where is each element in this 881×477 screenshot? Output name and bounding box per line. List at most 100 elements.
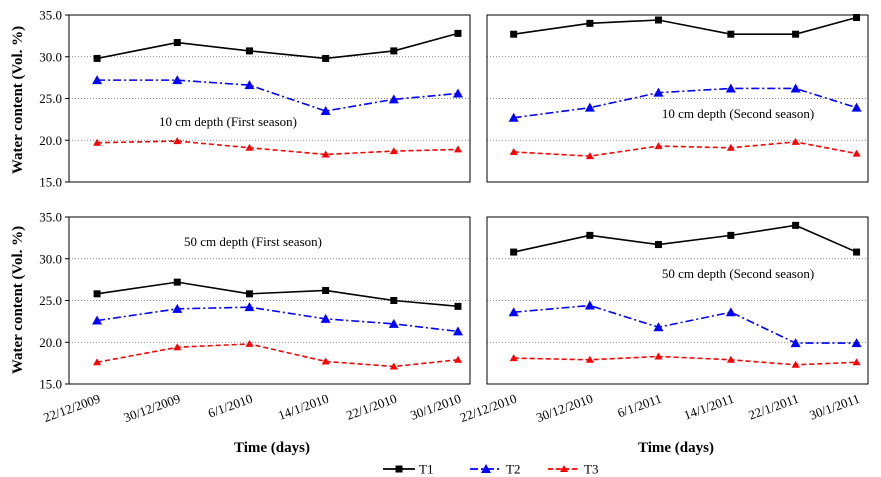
- data-point: [853, 14, 861, 22]
- data-point: [452, 88, 463, 98]
- data-point: [851, 102, 862, 112]
- data-point: [584, 300, 595, 310]
- panel-4: 22/12/2010 30/12/2010 6/1/2011 14/1/2011 22/…: [458, 216, 869, 425]
- data-point: [654, 352, 663, 360]
- data-point: [791, 360, 800, 368]
- series-line: [97, 140, 458, 156]
- data-point: [510, 30, 518, 38]
- plot-area-frame: [486, 14, 869, 183]
- data-point: [245, 339, 254, 347]
- data-point: [245, 143, 254, 151]
- x-tick-label: 6/1/2010: [206, 391, 255, 421]
- data-point: [509, 354, 518, 362]
- y-axis-title-bottom: Water content (Vol. %): [10, 226, 26, 374]
- data-point: [792, 30, 800, 38]
- data-point: [388, 94, 399, 104]
- legend-marker: [560, 465, 568, 472]
- series-t1: [510, 14, 861, 38]
- data-point: [653, 87, 664, 97]
- chart-legend: T1 T2 T3: [383, 462, 598, 477]
- data-point: [320, 313, 331, 323]
- data-point: [172, 75, 183, 85]
- legend-marker: [395, 465, 403, 473]
- x-tick-label: 30/12/2010: [534, 391, 595, 425]
- data-point: [726, 355, 735, 363]
- data-point: [320, 106, 331, 116]
- legend-marker: [481, 464, 491, 473]
- plot-area-frame: [486, 216, 869, 385]
- x-tick-label: 22/12/2010: [458, 391, 519, 425]
- series-t2: [92, 302, 463, 336]
- panel-2: 10 cm depth (Second season): [486, 14, 869, 183]
- panel-3: 15.0 20.0 25.0 30.0 35.0 22/12/2009 30/12/2009…: [39, 210, 471, 425]
- series-t3: [93, 137, 462, 158]
- y-tick-label: 35.0: [39, 8, 62, 23]
- series-line: [513, 87, 857, 119]
- legend-item-t3: T3: [548, 462, 598, 477]
- data-point: [453, 355, 462, 363]
- data-point: [321, 150, 330, 158]
- data-point: [792, 221, 800, 229]
- x-tick-label: 6/1/2011: [615, 391, 663, 421]
- series-t1: [93, 29, 462, 62]
- data-point: [453, 145, 462, 153]
- data-point: [586, 231, 594, 239]
- x-tick-label: 22/1/2011: [746, 391, 800, 423]
- data-point: [584, 102, 595, 112]
- series-line: [513, 141, 857, 157]
- data-point: [586, 19, 594, 27]
- data-point: [852, 358, 861, 366]
- x-tick-label: 30/12/2009: [122, 391, 183, 425]
- panel-annotation: 50 cm depth (Second season): [662, 266, 814, 281]
- x-axis-title-left: Time (days): [234, 440, 310, 456]
- data-point: [790, 83, 801, 93]
- y-tick-label: 20.0: [39, 133, 62, 148]
- data-point: [727, 231, 735, 239]
- data-point: [92, 75, 103, 85]
- y-tick-label: 15.0: [39, 175, 62, 190]
- panel-1: 15.0 20.0 25.0 30.0 35.0 10 cm depth (First s…: [39, 8, 471, 190]
- series-line: [513, 355, 857, 366]
- y-tick-label: 30.0: [39, 49, 62, 64]
- data-point: [390, 297, 398, 304]
- y-tick-label: 30.0: [39, 251, 62, 266]
- legend-label: T1: [419, 462, 433, 477]
- data-point: [585, 355, 594, 363]
- data-point: [509, 147, 518, 155]
- data-point: [93, 358, 102, 366]
- panel-annotation: 50 cm depth (First season): [184, 234, 322, 249]
- data-point: [93, 54, 101, 62]
- data-point: [322, 286, 330, 294]
- data-point: [508, 112, 519, 122]
- data-point: [653, 322, 664, 332]
- panel-annotation: 10 cm depth (Second season): [662, 106, 814, 121]
- data-point: [173, 39, 181, 47]
- series-t2: [508, 83, 862, 122]
- data-point: [852, 149, 861, 157]
- x-tick-label: 14/1/2011: [682, 391, 736, 423]
- legend-item-t2: T2: [470, 462, 520, 477]
- x-axis-title-right: Time (days): [638, 440, 714, 456]
- y-tick-label: 25.0: [39, 91, 62, 106]
- series-line: [513, 224, 857, 253]
- x-tick-label: 14/1/2010: [276, 391, 331, 423]
- series-line: [97, 79, 459, 112]
- legend-item-t1: T1: [383, 462, 433, 477]
- data-point: [654, 16, 662, 24]
- data-point: [654, 241, 662, 249]
- data-point: [454, 29, 462, 37]
- data-point: [727, 30, 735, 38]
- y-tick-label: 20.0: [39, 335, 62, 350]
- data-point: [454, 302, 462, 310]
- data-point: [244, 302, 255, 312]
- legend-label: T2: [506, 462, 520, 477]
- series-t3: [509, 352, 861, 368]
- data-point: [585, 152, 594, 160]
- x-tick-label: 30/1/2011: [807, 391, 861, 423]
- data-point: [853, 248, 861, 256]
- y-axis-title-top: Water content (Vol. %): [10, 26, 26, 174]
- data-point: [508, 307, 519, 317]
- x-tick-label: 22/1/2010: [344, 391, 399, 423]
- data-point: [173, 137, 182, 145]
- series-line: [96, 306, 459, 333]
